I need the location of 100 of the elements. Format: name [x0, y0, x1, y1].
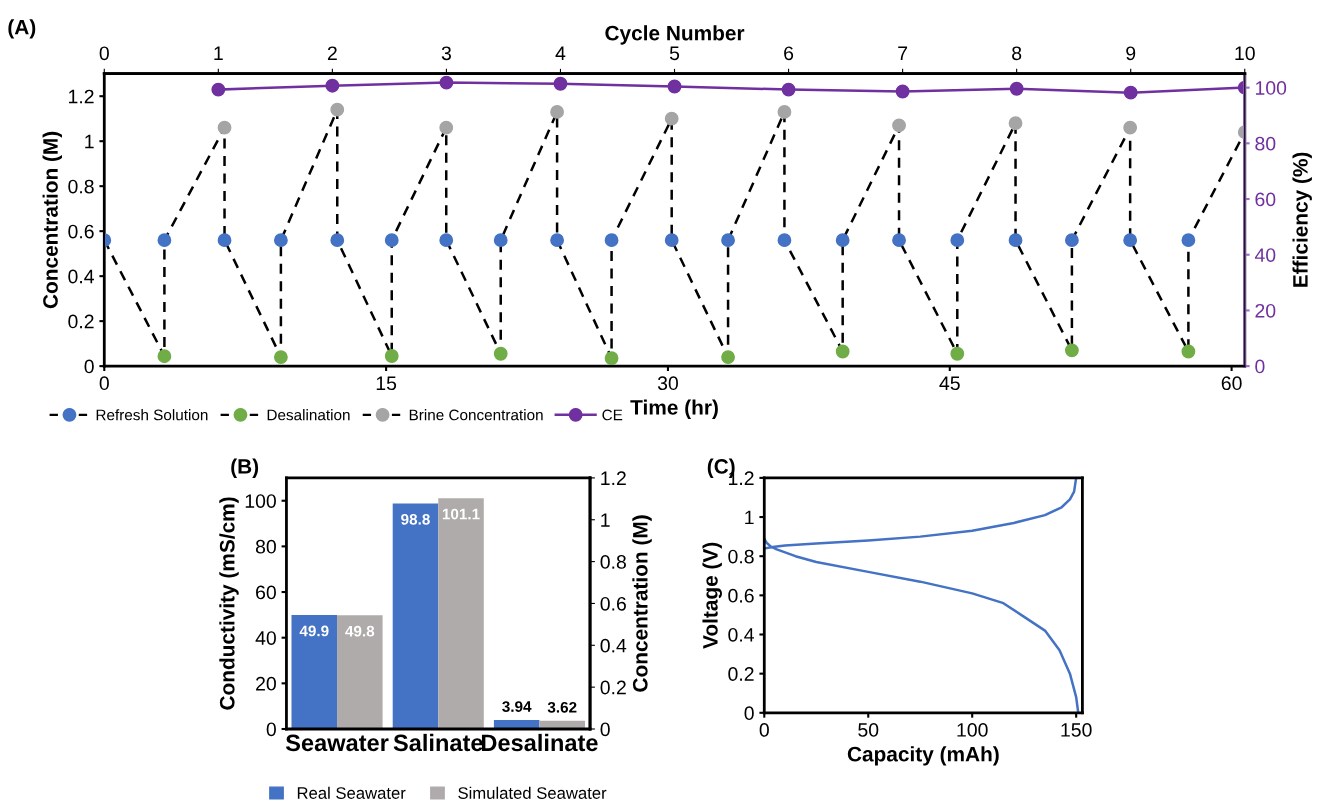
y-tick-label: 0.2 [68, 314, 94, 329]
point [1064, 343, 1079, 358]
legend-label: Real Seawater [297, 786, 406, 799]
x-tick-label: Desalinate [481, 733, 598, 752]
point [1181, 344, 1196, 359]
point [273, 233, 288, 248]
y-tick-label: 0.4 [68, 269, 94, 284]
x2-tick-label: 5 [669, 46, 680, 61]
point [553, 76, 568, 91]
data-label: 101.1 [442, 508, 480, 520]
x-tick-label: 150 [1061, 723, 1092, 737]
point [1181, 233, 1196, 248]
x-tick-label: 15 [376, 376, 397, 391]
point [157, 349, 172, 364]
x-tick-label: 60 [1221, 376, 1242, 391]
y-axis-title: Voltage (V) [702, 542, 722, 649]
y2-tick-label: 0.6 [600, 596, 626, 611]
legend-label: Brine Concentration [409, 409, 543, 421]
y2-tick-label: 1 [601, 513, 610, 527]
x2-tick-label: 1 [214, 46, 223, 60]
point [777, 105, 792, 119]
y-tick-label: 1 [85, 134, 94, 149]
y2-tick-label: 1.2 [601, 471, 626, 485]
point [777, 233, 792, 248]
y-tick-label: 0.2 [728, 667, 754, 681]
x2-tick-label: 2 [327, 46, 337, 60]
point [1064, 233, 1079, 248]
y-tick-label: 1.2 [69, 89, 94, 104]
legend-label: Desalination [267, 409, 350, 421]
point [1123, 85, 1138, 100]
y-tick-label: 0.4 [728, 627, 754, 642]
y-tick-label: 40 [255, 631, 276, 645]
y-axis-title: Conductivity (mS/cm) [219, 497, 239, 710]
point [550, 105, 564, 119]
point [1008, 233, 1023, 248]
y-tick-label: 60 [256, 585, 276, 600]
point [550, 233, 564, 248]
x2-tick-label: 10 [1235, 46, 1255, 61]
y-tick-label: 0.6 [728, 588, 754, 603]
point [1123, 120, 1138, 135]
y-tick-label: 20 [256, 676, 276, 691]
legend-label: CE [602, 409, 623, 421]
chart-title: (A) [8, 19, 36, 39]
point [211, 82, 226, 97]
point [950, 346, 965, 361]
point [604, 233, 619, 248]
point [439, 75, 454, 90]
y2-tick-label: 100 [1255, 81, 1287, 95]
x2-tick-label: 6 [784, 46, 794, 61]
x-axis-title: Capacity (mAh) [847, 746, 999, 766]
x2-tick-label: 7 [898, 46, 908, 60]
point [950, 233, 965, 248]
point [439, 233, 454, 248]
x2-tick-label: 3 [441, 46, 451, 61]
y-tick-label: 0.6 [68, 224, 94, 239]
data-label: 49.9 [299, 625, 329, 637]
x-tick-label: 0 [759, 723, 769, 737]
point [384, 233, 399, 248]
y2-tick-label: 0.2 [600, 680, 626, 695]
point [895, 84, 910, 99]
bar [392, 503, 439, 729]
point [892, 118, 906, 133]
data-label: 3.94 [502, 701, 532, 712]
y2-tick-label: 0.8 [600, 555, 626, 569]
point [664, 111, 679, 126]
y-axis-title: Concentration (M) [42, 131, 62, 309]
point [892, 233, 906, 248]
x-tick-label: 0 [99, 376, 109, 391]
x2-tick-label: 8 [1012, 46, 1022, 61]
point [325, 78, 340, 93]
point [330, 233, 345, 248]
y-tick-label: 0 [84, 359, 94, 374]
x-tick-label: 30 [657, 376, 678, 391]
point [217, 233, 232, 248]
chart-title: (B) [231, 458, 259, 478]
x-tick-label: 100 [957, 723, 988, 737]
x-tick-label: Salinate [393, 733, 483, 752]
y2-tick-label: 60 [1255, 192, 1276, 207]
x2-tick-label: 0 [99, 46, 109, 61]
x-tick-label: 50 [858, 723, 879, 737]
x2-axis-title: Cycle Number [605, 25, 745, 45]
y-tick-label: 0.8 [728, 549, 754, 564]
y-tick-label: 0.8 [68, 179, 94, 194]
point [1123, 233, 1138, 248]
point [835, 344, 850, 359]
data-label: 98.8 [401, 513, 430, 525]
y2-tick-label: 0.4 [600, 638, 627, 653]
x-axis-title: Time (hr) [630, 399, 718, 419]
y2-axis-title: Efficiency (%) [1292, 152, 1312, 287]
point [157, 233, 172, 248]
y2-tick-label: 0 [1255, 359, 1265, 374]
y-tick-label: 0 [744, 706, 754, 721]
x2-tick-label: 9 [1126, 46, 1136, 61]
point [439, 120, 454, 135]
legend-label: Refresh Solution [96, 409, 208, 421]
point [1008, 116, 1023, 131]
y2-tick-label: 40 [1254, 248, 1276, 262]
point [835, 233, 850, 248]
y-tick-label: 1 [745, 510, 754, 525]
point [721, 350, 735, 365]
